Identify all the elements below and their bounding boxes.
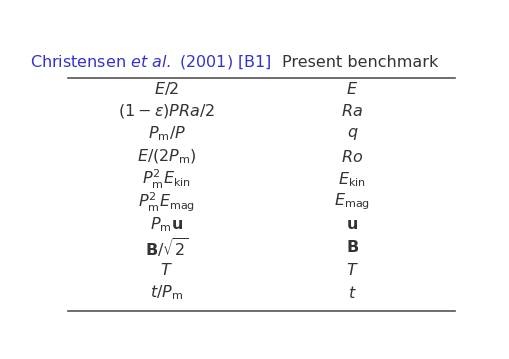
Text: $\mathbf{u}$: $\mathbf{u}$ [346,217,358,232]
Text: $(1-\epsilon)PRa/2$: $(1-\epsilon)PRa/2$ [118,102,214,120]
Text: $\mathbf{B}/\sqrt{2}$: $\mathbf{B}/\sqrt{2}$ [145,236,188,259]
Text: $E_{\mathrm{mag}}$: $E_{\mathrm{mag}}$ [333,192,370,212]
Text: $T$: $T$ [160,262,173,278]
Text: $t$: $t$ [347,285,356,301]
Text: $E_{\mathrm{kin}}$: $E_{\mathrm{kin}}$ [337,170,365,189]
Text: $P_{\mathrm{m}}^{2}E_{\mathrm{kin}}$: $P_{\mathrm{m}}^{2}E_{\mathrm{kin}}$ [142,168,190,191]
Text: $P_{\mathrm{m}}^{2}E_{\mathrm{mag}}$: $P_{\mathrm{m}}^{2}E_{\mathrm{mag}}$ [138,190,194,214]
Text: $Ra$: $Ra$ [341,103,362,119]
Text: $E/(2P_{\mathrm{m}})$: $E/(2P_{\mathrm{m}})$ [136,148,196,166]
Text: $q$: $q$ [346,126,357,142]
Text: $T$: $T$ [345,262,358,278]
Text: $Ro$: $Ro$ [341,149,362,165]
Text: Christensen $\it{et\ al.}$ (2001) [B1]: Christensen $\it{et\ al.}$ (2001) [B1] [30,53,271,71]
Text: $E$: $E$ [346,81,358,97]
Text: $\mathbf{B}$: $\mathbf{B}$ [345,239,358,255]
Text: Present benchmark: Present benchmark [281,55,438,70]
Text: $E/2$: $E/2$ [154,80,179,97]
Text: $P_{\mathrm{m}}/P$: $P_{\mathrm{m}}/P$ [147,125,185,143]
Text: $t/P_{\mathrm{m}}$: $t/P_{\mathrm{m}}$ [150,283,183,302]
Text: $P_{\mathrm{m}}\mathbf{u}$: $P_{\mathrm{m}}\mathbf{u}$ [150,215,183,234]
